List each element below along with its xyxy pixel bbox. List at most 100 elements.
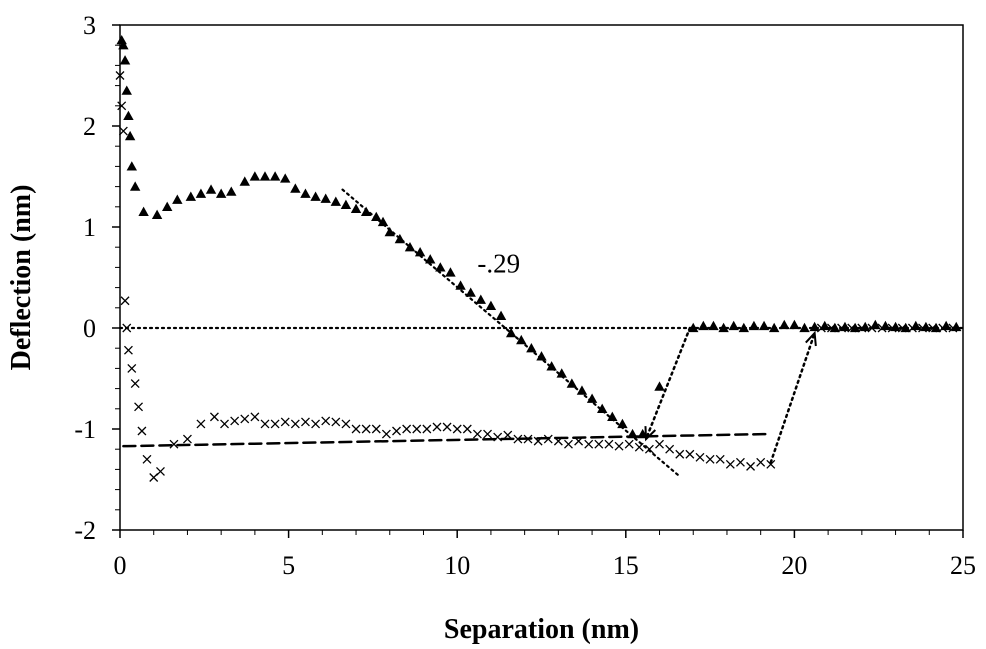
approach-point (116, 34, 127, 45)
approach-point (951, 321, 962, 332)
retraction-point (462, 424, 472, 434)
retraction-point (351, 424, 361, 434)
approach-point (249, 171, 261, 181)
approach-point (121, 85, 132, 95)
retraction-point (594, 439, 604, 449)
y-tick-label: -1 (74, 415, 96, 444)
retraction-point (290, 419, 300, 429)
retraction-point (196, 419, 206, 429)
approach-point (556, 368, 567, 378)
approach-point (495, 310, 507, 321)
plot-area (119, 24, 964, 531)
approach-point (718, 322, 729, 333)
approach-point (215, 188, 227, 198)
approach-point (546, 361, 557, 371)
approach-point (485, 300, 497, 310)
retraction-point (756, 457, 766, 467)
approach-point (320, 193, 331, 203)
retraction-point (120, 296, 130, 306)
approach-point (516, 334, 527, 345)
retraction-point (827, 323, 836, 333)
retraction-point (877, 323, 887, 333)
approach-point (310, 191, 321, 201)
approach-point (239, 176, 250, 186)
retraction-point (220, 419, 229, 429)
x-axis-ticks: 0 5 10 15 20 25 (114, 530, 976, 580)
retraction-point (918, 323, 927, 333)
retraction-point (725, 459, 735, 469)
approach-point (698, 320, 709, 331)
retraction-point (402, 424, 412, 434)
retraction-point (665, 444, 675, 454)
retraction-point (564, 439, 573, 449)
retraction-point (533, 436, 543, 446)
approach-point (205, 184, 217, 194)
approach-point (465, 287, 476, 297)
approach-jump-arrow (644, 326, 692, 441)
retraction-point (392, 426, 401, 436)
approach-point (890, 321, 901, 332)
retraction-point (230, 416, 240, 426)
retraction-point (574, 436, 584, 446)
approach-point (728, 320, 739, 331)
retraction-point (867, 323, 877, 333)
approach-point (124, 130, 136, 141)
retraction-point (432, 422, 442, 432)
retraction-point (123, 345, 133, 355)
y-tick-label: 2 (83, 112, 96, 141)
retraction-point (260, 419, 270, 429)
approach-point (576, 385, 588, 395)
approach-point (226, 186, 237, 196)
retraction-point (142, 454, 152, 464)
approach-point (371, 211, 382, 222)
retraction-point (685, 449, 695, 459)
retraction-point (503, 430, 513, 440)
approach-point (607, 411, 618, 422)
y-axis-title: Deflection (nm) (6, 185, 37, 371)
approach-point (404, 242, 416, 252)
approach-point (425, 254, 436, 264)
y-tick-label: -2 (74, 516, 96, 545)
approach-point (748, 320, 760, 331)
approach-point (259, 171, 271, 181)
retraction-point (321, 416, 331, 426)
retraction-point (715, 454, 725, 464)
retraction-point (270, 419, 280, 429)
approach-point (758, 320, 770, 331)
retraction-point (655, 439, 664, 449)
approach-point (566, 378, 578, 388)
y-tick-label: 1 (83, 213, 96, 242)
approach-point (617, 418, 628, 429)
approach-point (435, 262, 446, 272)
retraction-point (705, 454, 715, 464)
retraction-point (127, 363, 137, 373)
annotation-arrows (644, 326, 817, 464)
retraction-point (331, 417, 341, 427)
approach-point (290, 183, 301, 193)
approach-point (475, 294, 487, 304)
retraction-point (847, 323, 857, 333)
approach-point (126, 161, 138, 171)
x-tick-label: 10 (444, 551, 470, 580)
approach-point (350, 203, 362, 213)
retraction-point (928, 323, 938, 333)
retraction-point (115, 71, 125, 80)
approach-point (455, 280, 466, 290)
approach-point (708, 320, 719, 331)
y-tick-label: 3 (83, 11, 96, 40)
retraction-point (614, 441, 624, 451)
retraction-jump-arrow-head (805, 330, 817, 347)
approach-point (394, 233, 406, 244)
retraction-point (240, 414, 250, 424)
approach-point (768, 322, 780, 333)
retraction-point (948, 323, 958, 333)
approach-point (779, 319, 790, 330)
retraction-point (887, 323, 897, 333)
retraction-point (452, 424, 462, 434)
retraction-point (543, 434, 553, 444)
plot-border (119, 24, 964, 531)
approach-point (738, 322, 750, 333)
approach-point (360, 206, 372, 217)
approach-point (340, 199, 352, 209)
retraction-point (137, 426, 147, 436)
